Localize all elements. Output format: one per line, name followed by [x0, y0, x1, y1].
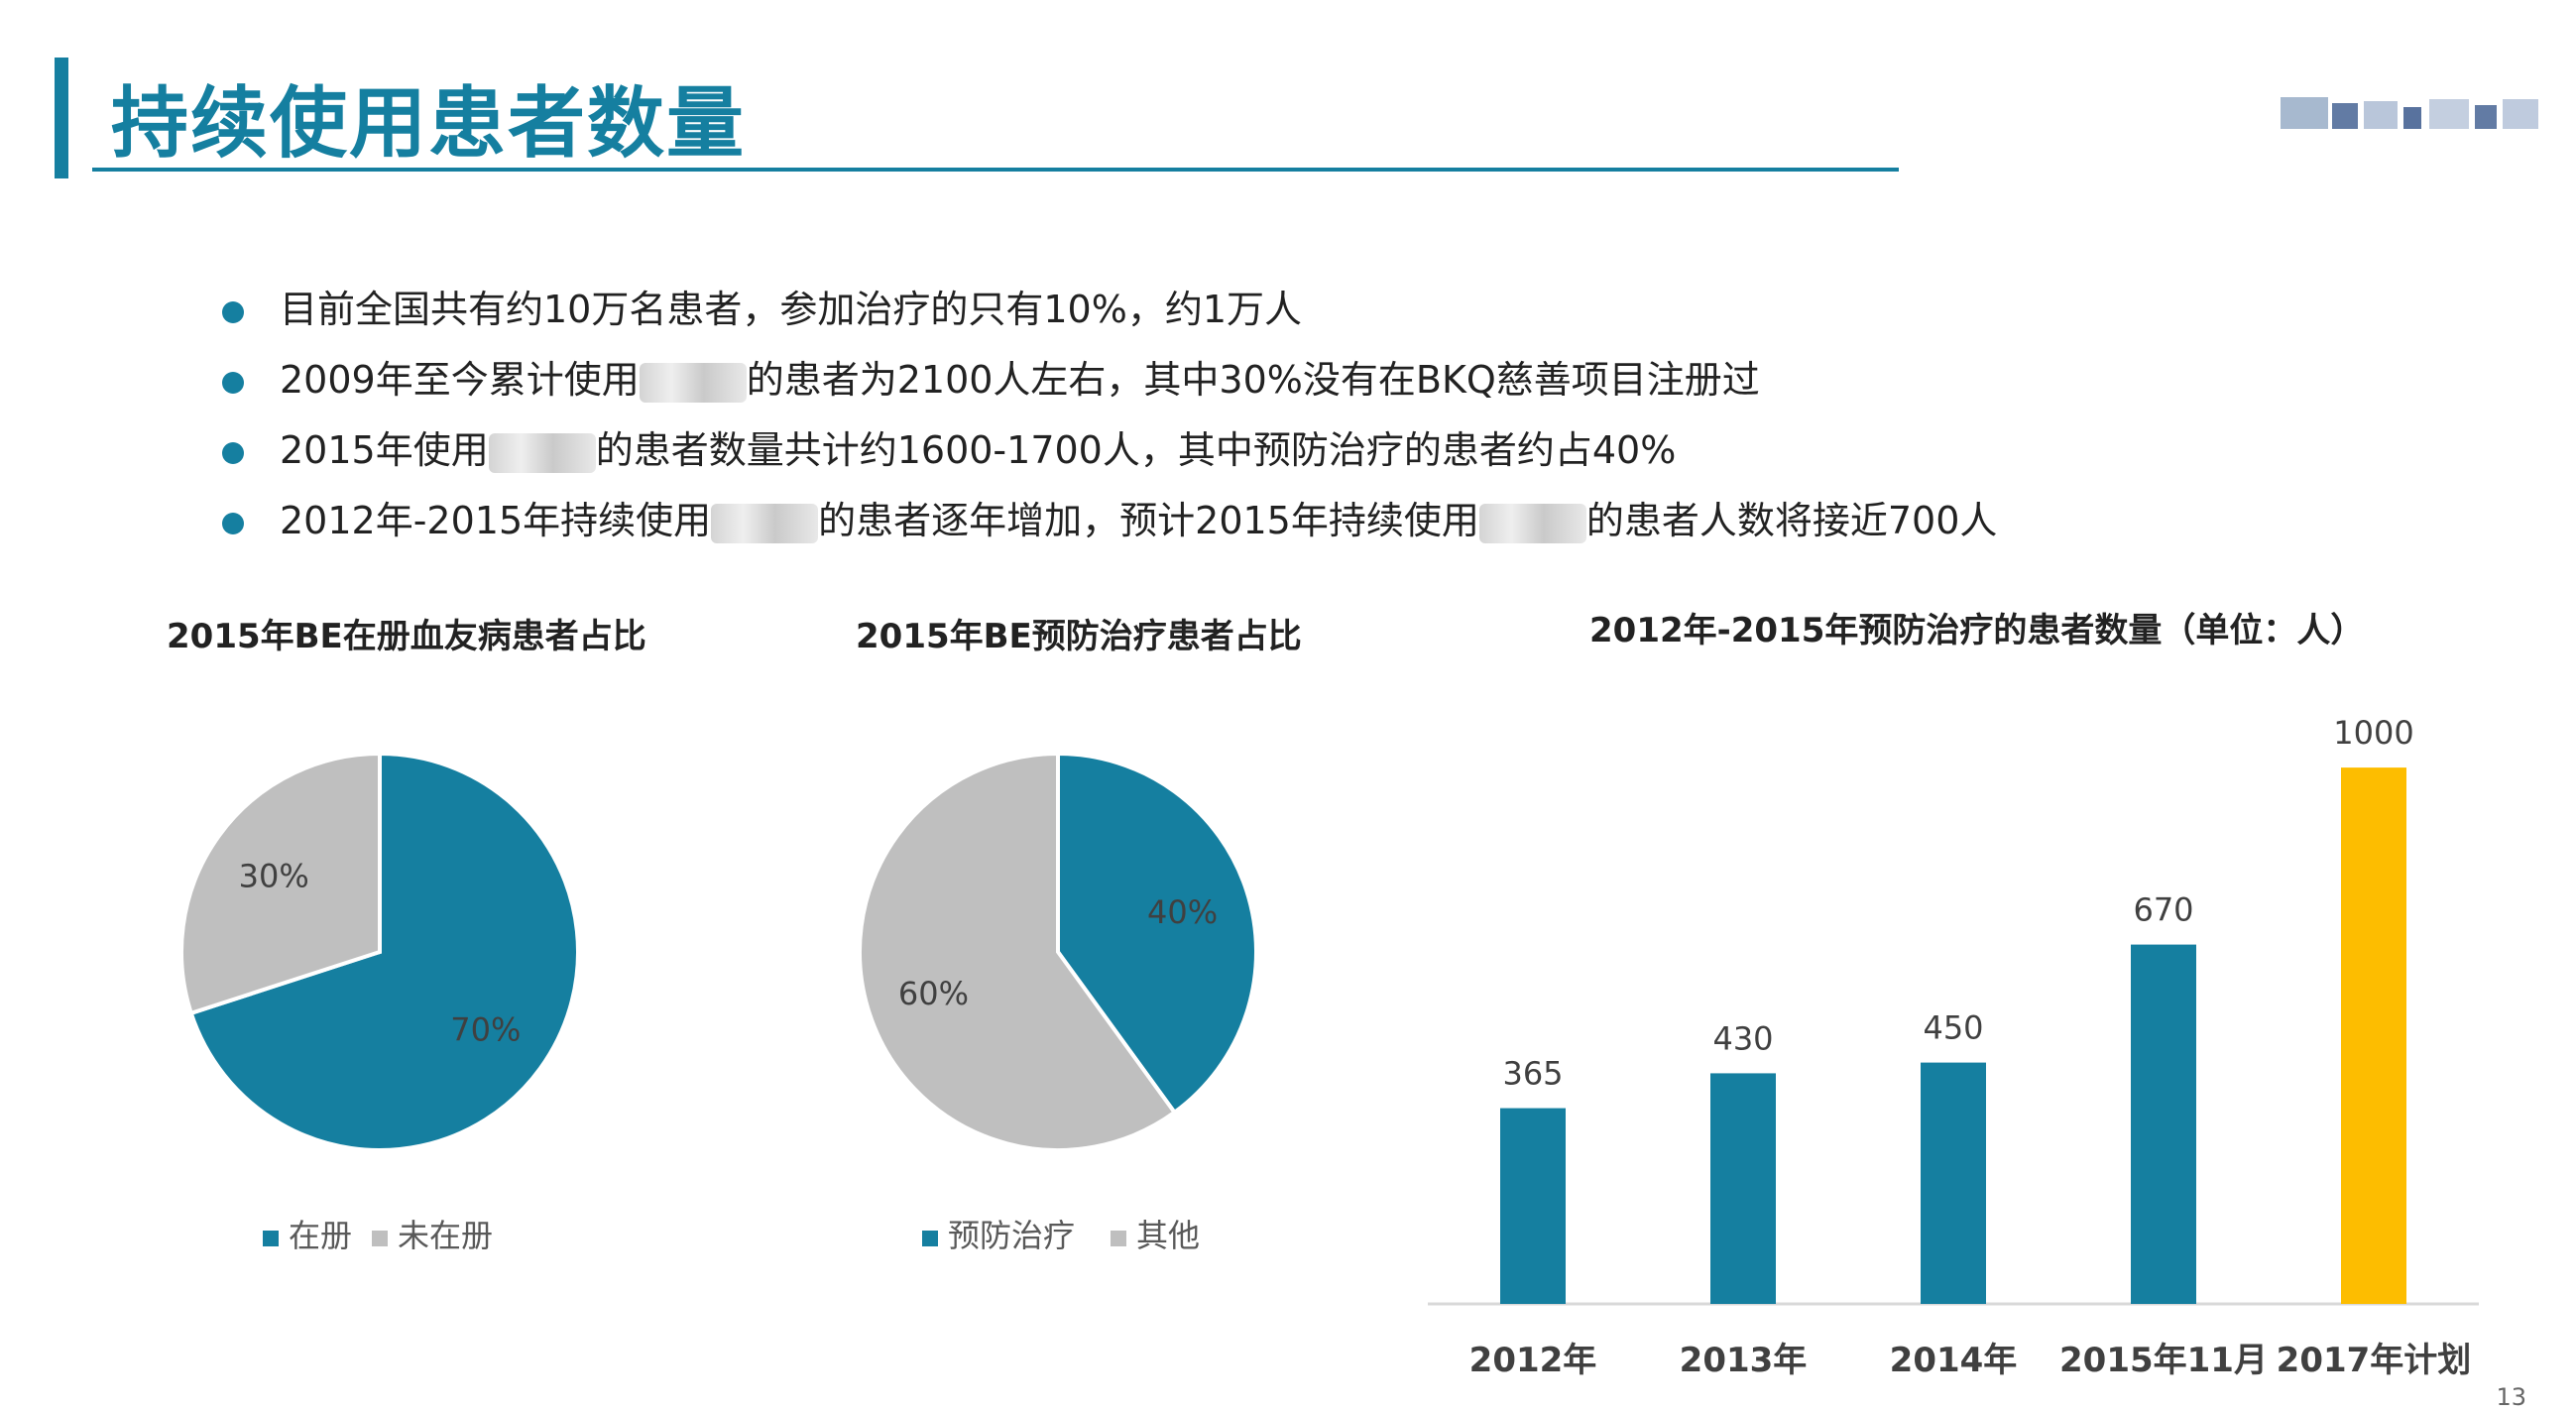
title-accent-bar — [55, 58, 68, 178]
pie1-legend-swatch — [372, 1231, 388, 1246]
bar-value-label: 365 — [1502, 1055, 1563, 1093]
bullet-list: 目前全国共有约10万名患者，参加治疗的只有10%，约1万人 2009年至今累计使… — [208, 280, 1997, 561]
company-logo — [2281, 97, 2538, 129]
pie1-title: 2015年BE在册血友病患者占比 — [167, 617, 646, 656]
bullet-item: 2015年使用 的患者数量共计约1600-1700人，其中预防治疗的患者约占40% — [208, 420, 1997, 491]
pie2-slice — [858, 751, 1178, 1152]
bar-value-label: 670 — [2133, 891, 2193, 929]
bar-value-label: 430 — [1712, 1019, 1773, 1057]
bar-value-label: 450 — [1923, 1009, 1983, 1047]
redacted-text — [488, 432, 596, 473]
bullet-item: 目前全国共有约10万名患者，参加治疗的只有10%，约1万人 — [208, 280, 1997, 350]
bar — [2131, 944, 2196, 1304]
pie2-slice — [1056, 751, 1258, 1116]
bar-value-label: 1000 — [2333, 714, 2413, 752]
pie2-legend-swatch — [1111, 1231, 1126, 1246]
redacted-text — [1478, 503, 1586, 543]
bar-category-label: 2017年计划 — [2277, 1341, 2472, 1380]
pie1-data-label: 70% — [450, 1011, 521, 1049]
page-title: 持续使用患者数量 — [111, 79, 747, 169]
pie2-legend-label: 其他 — [1136, 1217, 1200, 1254]
bar — [1710, 1073, 1776, 1304]
bar — [1921, 1062, 1986, 1304]
pie1-data-label: 30% — [239, 857, 309, 894]
bar — [1500, 1108, 1566, 1304]
bar — [2341, 767, 2406, 1304]
pie2-legend-swatch — [922, 1231, 938, 1246]
title-underline — [92, 168, 1899, 172]
pie2-data-label: 60% — [898, 975, 969, 1012]
bullet-item: 2009年至今累计使用 的患者为2100人左右，其中30%没有在BKQ慈善项目注册… — [208, 350, 1997, 420]
redacted-text — [639, 362, 747, 403]
bar-category-label: 2014年 — [1890, 1341, 2018, 1380]
pie2-data-label: 40% — [1147, 893, 1218, 931]
pie1-slice — [188, 751, 580, 1152]
pie2-title: 2015年BE预防治疗患者占比 — [856, 617, 1302, 656]
pie2-legend-label: 预防治疗 — [948, 1217, 1075, 1254]
bar-category-label: 2013年 — [1680, 1341, 1808, 1380]
page-number: 13 — [2496, 1383, 2526, 1411]
pie1-slice — [179, 751, 382, 1016]
bar-category-label: 2015年11月 — [2059, 1341, 2268, 1380]
pie1-legend-swatch — [263, 1231, 279, 1246]
pie1-legend-label: 在册 — [289, 1217, 352, 1254]
bullet-item: 2012年-2015年持续使用 的患者逐年增加，预计2015年持续使用 的患者人数将… — [208, 491, 1997, 561]
pie1-legend-label: 未在册 — [398, 1217, 493, 1254]
bar-category-label: 2012年 — [1469, 1341, 1597, 1380]
bar-chart-title: 2012年-2015年预防治疗的患者数量（单位：人） — [1589, 611, 2365, 650]
redacted-text — [711, 503, 819, 543]
